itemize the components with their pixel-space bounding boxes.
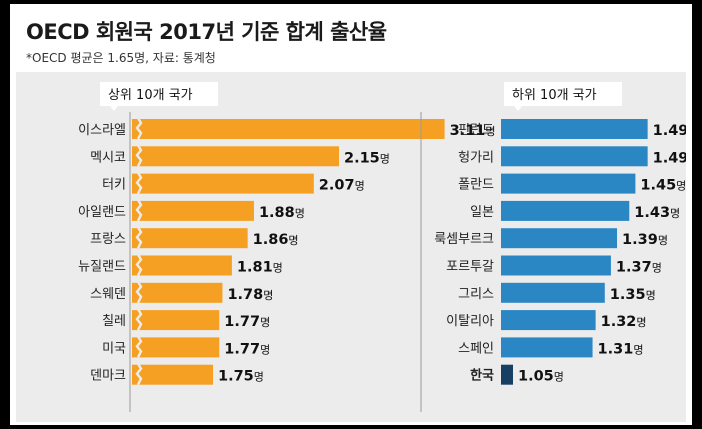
bottom-value-label: 1.32명 [601, 314, 647, 330]
bottom-bar [501, 364, 513, 385]
bottom-value-label: 1.05명 [518, 369, 564, 385]
bottom-bar [501, 173, 636, 194]
top-header-box [100, 82, 218, 106]
top-unit-label: 명 [273, 262, 283, 275]
top-bar [132, 119, 445, 139]
bottom-category-label: 포르투갈 [446, 260, 494, 275]
bottom-value-label: 1.31명 [598, 341, 644, 357]
top-category-label: 프랑스 [90, 232, 126, 247]
top-bar [132, 228, 248, 249]
top-value-label: 2.15명 [344, 150, 390, 166]
top-bar [132, 310, 220, 331]
bottom-unit-label: 명 [646, 289, 656, 302]
top-unit-label: 명 [263, 289, 273, 302]
bottom-category-label: 한국 [470, 368, 494, 384]
top-unit-label: 명 [295, 207, 305, 220]
bottom-category-label: 폴란드 [458, 178, 494, 193]
top-unit-label: 명 [380, 152, 390, 165]
bottom-bar [501, 255, 611, 276]
bottom-category-label: 그리스 [458, 287, 494, 302]
top-header-caret [110, 106, 118, 111]
top-category-label: 이스라엘 [78, 123, 126, 138]
top-bar [132, 255, 232, 276]
top-axis-break-mark [135, 117, 143, 140]
top-bar [132, 337, 220, 358]
top-unit-label: 명 [355, 180, 365, 193]
top-category-label: 칠레 [102, 314, 126, 329]
bottom-header-label: 하위 10개 국가 [512, 88, 597, 103]
top-unit-label: 명 [260, 316, 270, 329]
top-value-label: 3.11명 [450, 123, 496, 139]
top-bar [132, 282, 223, 303]
top-bar [132, 200, 254, 221]
bottom-unit-label: 명 [670, 207, 680, 220]
bottom-unit-label: 명 [676, 180, 686, 193]
bottom-unit-label: 명 [633, 343, 643, 356]
top-bar [132, 173, 314, 194]
bottom-value-label: 1.37명 [616, 260, 662, 276]
bottom-bar [501, 146, 648, 167]
bottom-category-label: 스페인 [458, 341, 494, 356]
top-value-label: 1.81명 [237, 260, 283, 276]
top-axis-break-mark [135, 199, 143, 222]
top-unit-label: 명 [260, 343, 270, 356]
top-value-label: 1.78명 [227, 287, 273, 303]
top-axis-break-mark [135, 308, 143, 331]
bottom-bar [501, 119, 648, 139]
top-value-label: 1.77명 [224, 341, 270, 357]
top-unit-label: 명 [254, 371, 264, 384]
bottom-unit-label: 명 [658, 234, 668, 247]
top-category-label: 미국 [102, 341, 126, 356]
top-value-label: 1.77명 [224, 314, 270, 330]
top-axis-break-mark [135, 335, 143, 358]
top-unit-label: 명 [288, 234, 298, 247]
bottom-value-label: 1.35명 [610, 287, 656, 303]
bottom-value-label: 1.45명 [640, 178, 686, 194]
bottom-category-label: 일본 [470, 205, 494, 220]
top-value-label: 1.86명 [253, 232, 299, 248]
bottom-value-label: 1.39명 [622, 232, 668, 248]
bottom-value-label: 1.49명 [653, 123, 686, 139]
top-category-label: 덴마크 [90, 369, 126, 384]
top-header-label: 상위 10개 국가 [108, 88, 193, 103]
chart-title: OECD 회원국 2017년 기준 합계 출산율 [26, 20, 387, 44]
bottom-bar [501, 310, 596, 331]
top-axis-break-mark [135, 144, 143, 167]
top-axis-break-mark [135, 171, 143, 195]
top-category-label: 뉴질랜드 [78, 260, 126, 275]
bottom-header-caret [514, 106, 522, 111]
chart-subtitle: *OECD 평균은 1.65명, 자료: 통계청 [26, 51, 216, 65]
top-axis-break-mark [135, 253, 143, 277]
bottom-bar [501, 228, 618, 249]
bottom-bar [501, 282, 605, 303]
top-value-label: 1.88명 [259, 205, 305, 221]
top-value-label: 2.07명 [319, 178, 365, 194]
infographic-frame: OECD 회원국 2017년 기준 합계 출산율 *OECD 평균은 1.65명… [10, 4, 692, 425]
bottom-unit-label: 명 [636, 316, 646, 329]
bottom-value-label: 1.49명 [653, 150, 686, 166]
top-unit-label: 명 [485, 125, 495, 138]
bottom-category-label: 이탈리아 [446, 314, 494, 329]
top-bar [132, 146, 339, 167]
bottom-unit-label: 명 [554, 371, 564, 384]
bottom-unit-label: 명 [652, 262, 662, 275]
bottom-bar [501, 337, 593, 358]
bottom-category-label: 핀란드 [458, 123, 494, 138]
bottom-bar [501, 200, 630, 221]
bottom-category-label: 헝가리 [458, 150, 494, 165]
top-category-label: 터키 [102, 178, 126, 193]
top-category-label: 멕시코 [90, 150, 126, 165]
top-axis-break-mark [135, 281, 143, 304]
bottom-value-label: 1.43명 [634, 205, 680, 221]
top-value-label: 1.75명 [218, 369, 264, 385]
top-bar [132, 364, 213, 385]
bottom-category-label: 룩셈부르크 [434, 232, 494, 247]
top-category-label: 아일랜드 [78, 205, 126, 220]
top-axis-break-mark [135, 363, 143, 386]
top-axis-break-mark [135, 226, 143, 249]
bottom-header-box [504, 82, 622, 106]
top-category-label: 스웨덴 [90, 287, 126, 302]
